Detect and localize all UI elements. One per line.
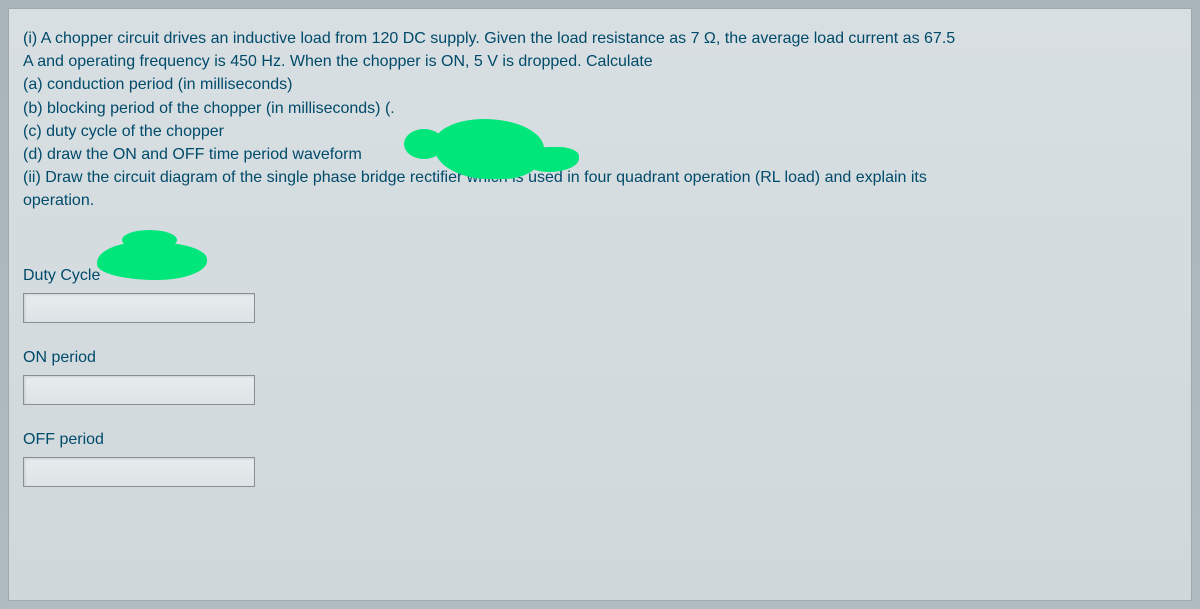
question-line-1: (i) A chopper circuit drives an inductiv… — [23, 27, 1177, 50]
question-line-2: A and operating frequency is 450 Hz. Whe… — [23, 50, 1177, 73]
redaction-scribble-1 — [434, 119, 544, 179]
redaction-scribble-2 — [97, 242, 207, 280]
question-line-6: (d) draw the ON and OFF time period wave… — [23, 143, 1177, 166]
question-line-3: (a) conduction period (in milliseconds) — [23, 73, 1177, 96]
field-block-off-period: OFF period — [23, 431, 1177, 487]
question-panel: (i) A chopper circuit drives an inductiv… — [8, 8, 1192, 601]
answer-fields-group: Duty Cycle ON period OFF period — [23, 267, 1177, 487]
on-period-label: ON period — [23, 349, 1177, 367]
page-frame: (i) A chopper circuit drives an inductiv… — [0, 0, 1200, 609]
question-line-7: (ii) Draw the circuit diagram of the sin… — [23, 166, 1177, 189]
off-period-label: OFF period — [23, 431, 1177, 449]
duty-cycle-input[interactable] — [23, 293, 255, 323]
field-block-duty-cycle: Duty Cycle — [23, 267, 1177, 323]
question-line-8: operation. — [23, 189, 1177, 212]
question-line-5: (c) duty cycle of the chopper — [23, 120, 1177, 143]
off-period-input[interactable] — [23, 457, 255, 487]
question-text-block: (i) A chopper circuit drives an inductiv… — [23, 27, 1177, 213]
on-period-input[interactable] — [23, 375, 255, 405]
field-block-on-period: ON period — [23, 349, 1177, 405]
question-line-4: (b) blocking period of the chopper (in m… — [23, 97, 1177, 120]
